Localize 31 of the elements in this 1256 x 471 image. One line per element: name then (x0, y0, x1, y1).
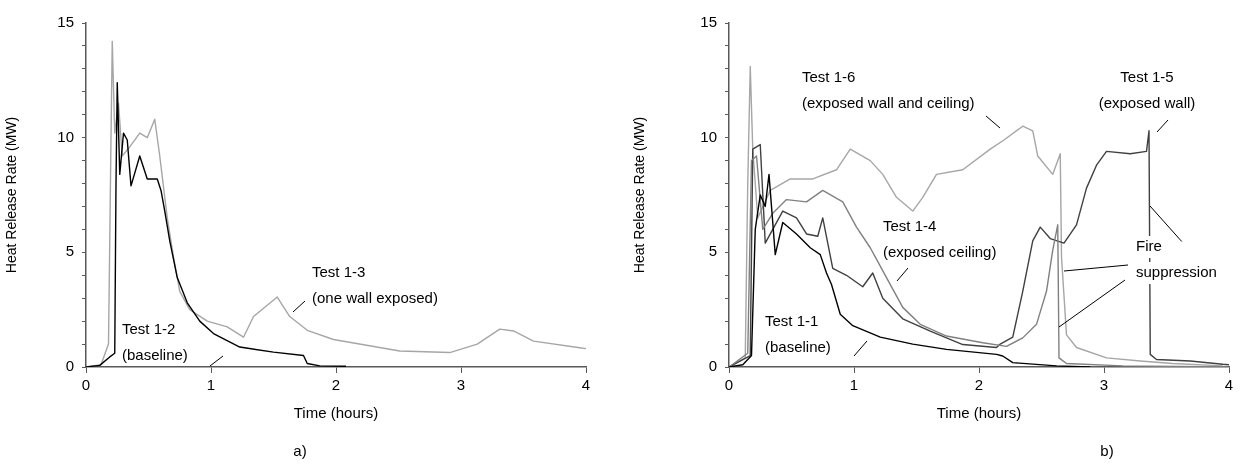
y-tick-label: 15 (57, 13, 74, 31)
series-label: Test 1-3 (one wall exposed) (312, 263, 438, 307)
x-tick-label: 2 (331, 376, 341, 394)
x-axis-title: Time (hours) (293, 404, 379, 422)
x-tick-label: 3 (456, 376, 466, 394)
y-tick-label: 0 (708, 357, 717, 375)
x-tick-label: 4 (581, 376, 591, 394)
series-label: Test 1-4 (exposed ceiling) (883, 217, 997, 261)
y-tick-label: 15 (700, 13, 717, 31)
x-tick-label: 3 (1099, 376, 1109, 394)
y-axis-title: Heat Release Rate (MW) (3, 116, 20, 274)
text: Test 1-6 (exposed wall and ceiling) (802, 68, 975, 112)
x-tick-label: 2 (974, 376, 984, 394)
y-tick-label: 5 (65, 242, 74, 260)
x-tick-label: 4 (1224, 376, 1234, 394)
text: a) (293, 442, 307, 460)
y-tick-label: 5 (708, 242, 717, 260)
series-label: Test 1-2 (baseline) (122, 320, 188, 364)
y-tick-label: 10 (57, 127, 74, 145)
x-tick-label: 1 (849, 376, 859, 394)
y-tick-label: 0 (65, 357, 74, 375)
text: Test 1-5 (exposed wall) (1098, 68, 1196, 112)
annotation: Fire suppression (1136, 237, 1217, 281)
text: b) (1100, 442, 1114, 460)
x-tick-label: 0 (81, 376, 91, 394)
x-tick-label: 0 (724, 376, 734, 394)
series-label: Test 1-1 (baseline) (765, 312, 831, 356)
x-axis-title: Time (hours) (936, 404, 1022, 422)
x-tick-label: 1 (206, 376, 216, 394)
y-axis-title: Heat Release Rate (MW) (631, 116, 648, 274)
y-tick-label: 10 (700, 127, 717, 145)
